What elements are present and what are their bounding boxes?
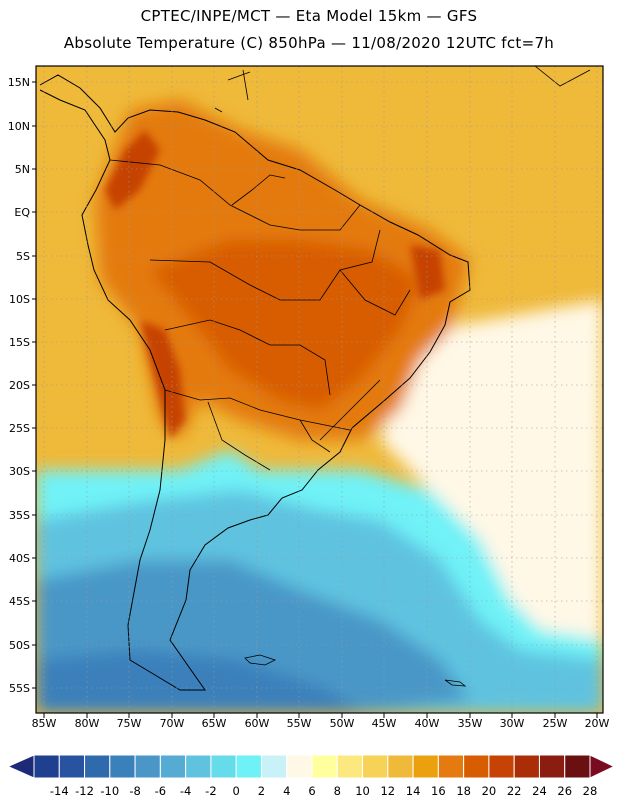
colorbar-swatch xyxy=(463,754,490,779)
colorbar-label: 22 xyxy=(507,784,522,798)
falkland-islands xyxy=(244,654,277,666)
lon-label: 25W xyxy=(543,717,568,730)
lat-label: 50S xyxy=(9,639,30,652)
colorbar-swatch xyxy=(84,754,111,779)
color-scale-labels: -14 -12 -10 -8 -6 -4 -2 0 2 4 6 8 10 12 14 16 18 20 22 24 26… xyxy=(50,784,597,798)
colorbar-label: -10 xyxy=(100,784,119,798)
colorbar-swatch xyxy=(58,754,86,779)
lon-label: 85W xyxy=(32,717,57,730)
lon-label: 80W xyxy=(75,717,100,730)
south-georgia-island xyxy=(444,679,467,687)
colorbar-label: -12 xyxy=(75,784,94,798)
lon-label: 60W xyxy=(245,717,270,730)
colorbar-label: -4 xyxy=(180,784,191,798)
temperature-field xyxy=(36,66,603,713)
lon-label: 20W xyxy=(585,717,610,730)
colorbar-label: 16 xyxy=(431,784,446,798)
lat-label: 10N xyxy=(8,120,30,133)
caribbean-islands xyxy=(214,66,591,113)
map-title: CPTEC/INPE/MCT — Eta Model 15km — GFS xyxy=(140,7,478,25)
lon-label: 30W xyxy=(500,717,525,730)
country-borders xyxy=(109,159,411,471)
lon-label: 55W xyxy=(287,717,312,730)
lon-label: 70W xyxy=(160,717,185,730)
colorbar-swatch xyxy=(33,754,60,779)
hot-andes-south xyxy=(140,320,185,440)
lon-label: 75W xyxy=(117,717,142,730)
colorbar-swatch xyxy=(210,754,237,779)
longitude-labels: 85W 80W 75W 70W 65W 60W 55W 50W 45W 40W 35W 30W 25W 2… xyxy=(32,713,610,730)
lat-label: 30S xyxy=(9,465,30,478)
colorbar-label: 26 xyxy=(557,784,572,798)
lat-label: 25S xyxy=(9,422,30,435)
colorbar-swatch xyxy=(488,754,515,779)
colorbar-label: 4 xyxy=(283,784,290,798)
colorbar-label: -2 xyxy=(205,784,216,798)
colorbar-label: 28 xyxy=(583,784,598,798)
colorbar-swatch xyxy=(538,754,566,779)
lat-label: 45S xyxy=(9,595,30,608)
lon-label: 45W xyxy=(372,717,397,730)
colorbar-high-arrow xyxy=(589,754,616,779)
colorbar-label: 24 xyxy=(532,784,547,798)
lon-label: 50W xyxy=(330,717,355,730)
lon-label: 35W xyxy=(458,717,483,730)
lon-label: 65W xyxy=(202,717,227,730)
colorbar-swatch xyxy=(311,754,338,779)
colorbar-swatch xyxy=(185,754,212,779)
lat-label: 35S xyxy=(9,509,30,522)
hot-northeast-brazil xyxy=(410,245,445,300)
colorbar-swatch xyxy=(362,754,389,779)
hot-andes-north xyxy=(105,130,160,210)
lat-label: 5N xyxy=(15,163,30,176)
lat-label: 15N xyxy=(8,76,30,89)
colorbar-swatch xyxy=(109,754,136,779)
colorbar-label: -14 xyxy=(50,784,69,798)
colorbar-swatch xyxy=(564,754,591,779)
colorbar-label: 2 xyxy=(258,784,265,798)
lat-label: 55S xyxy=(9,682,30,695)
lat-label: 15S xyxy=(9,336,30,349)
colorbar-label: 20 xyxy=(482,784,497,798)
lat-label: 5S xyxy=(16,250,30,263)
lat-label: 10S xyxy=(9,293,30,306)
colorbar-label: 18 xyxy=(456,784,471,798)
colorbar-label: 14 xyxy=(406,784,421,798)
colorbar-swatch xyxy=(286,754,313,779)
colorbar-swatch xyxy=(437,754,465,779)
lat-label: EQ xyxy=(14,206,30,219)
colorbar-label: -8 xyxy=(129,784,140,798)
colorbar-label: -6 xyxy=(155,784,166,798)
colorbar-swatch xyxy=(412,754,439,779)
color-scale-bar xyxy=(6,754,616,779)
colorbar-swatch xyxy=(513,754,540,779)
map-subtitle: Absolute Temperature (C) 850hPa — 11/08/… xyxy=(63,34,555,52)
colorbar-swatch xyxy=(235,754,262,779)
colorbar-swatch xyxy=(260,754,288,779)
colorbar-label: 12 xyxy=(380,784,395,798)
lat-label: 40S xyxy=(9,552,30,565)
latitude-labels: 15N 10N 5N EQ 5S 10S 15S 20S 25S 30S 35S 40S 45S 50S 5… xyxy=(8,76,36,695)
colorbar-swatch xyxy=(159,754,187,779)
hot-land-zone xyxy=(150,240,420,410)
colorbar-swatch xyxy=(134,754,161,779)
lon-label: 40W xyxy=(415,717,440,730)
colorbar-label: 8 xyxy=(334,784,341,798)
map-frame xyxy=(35,65,604,714)
colorbar-label: 6 xyxy=(308,784,315,798)
colorbar-label: 10 xyxy=(355,784,370,798)
colorbar-swatch xyxy=(336,754,364,779)
colorbar-swatch xyxy=(387,754,414,779)
colorbar-label: 0 xyxy=(233,784,240,798)
colorbar-low-arrow xyxy=(6,754,35,779)
south-america-coastline xyxy=(39,74,471,691)
lat-label: 20S xyxy=(9,379,30,392)
cold-zone-deep xyxy=(36,650,360,713)
